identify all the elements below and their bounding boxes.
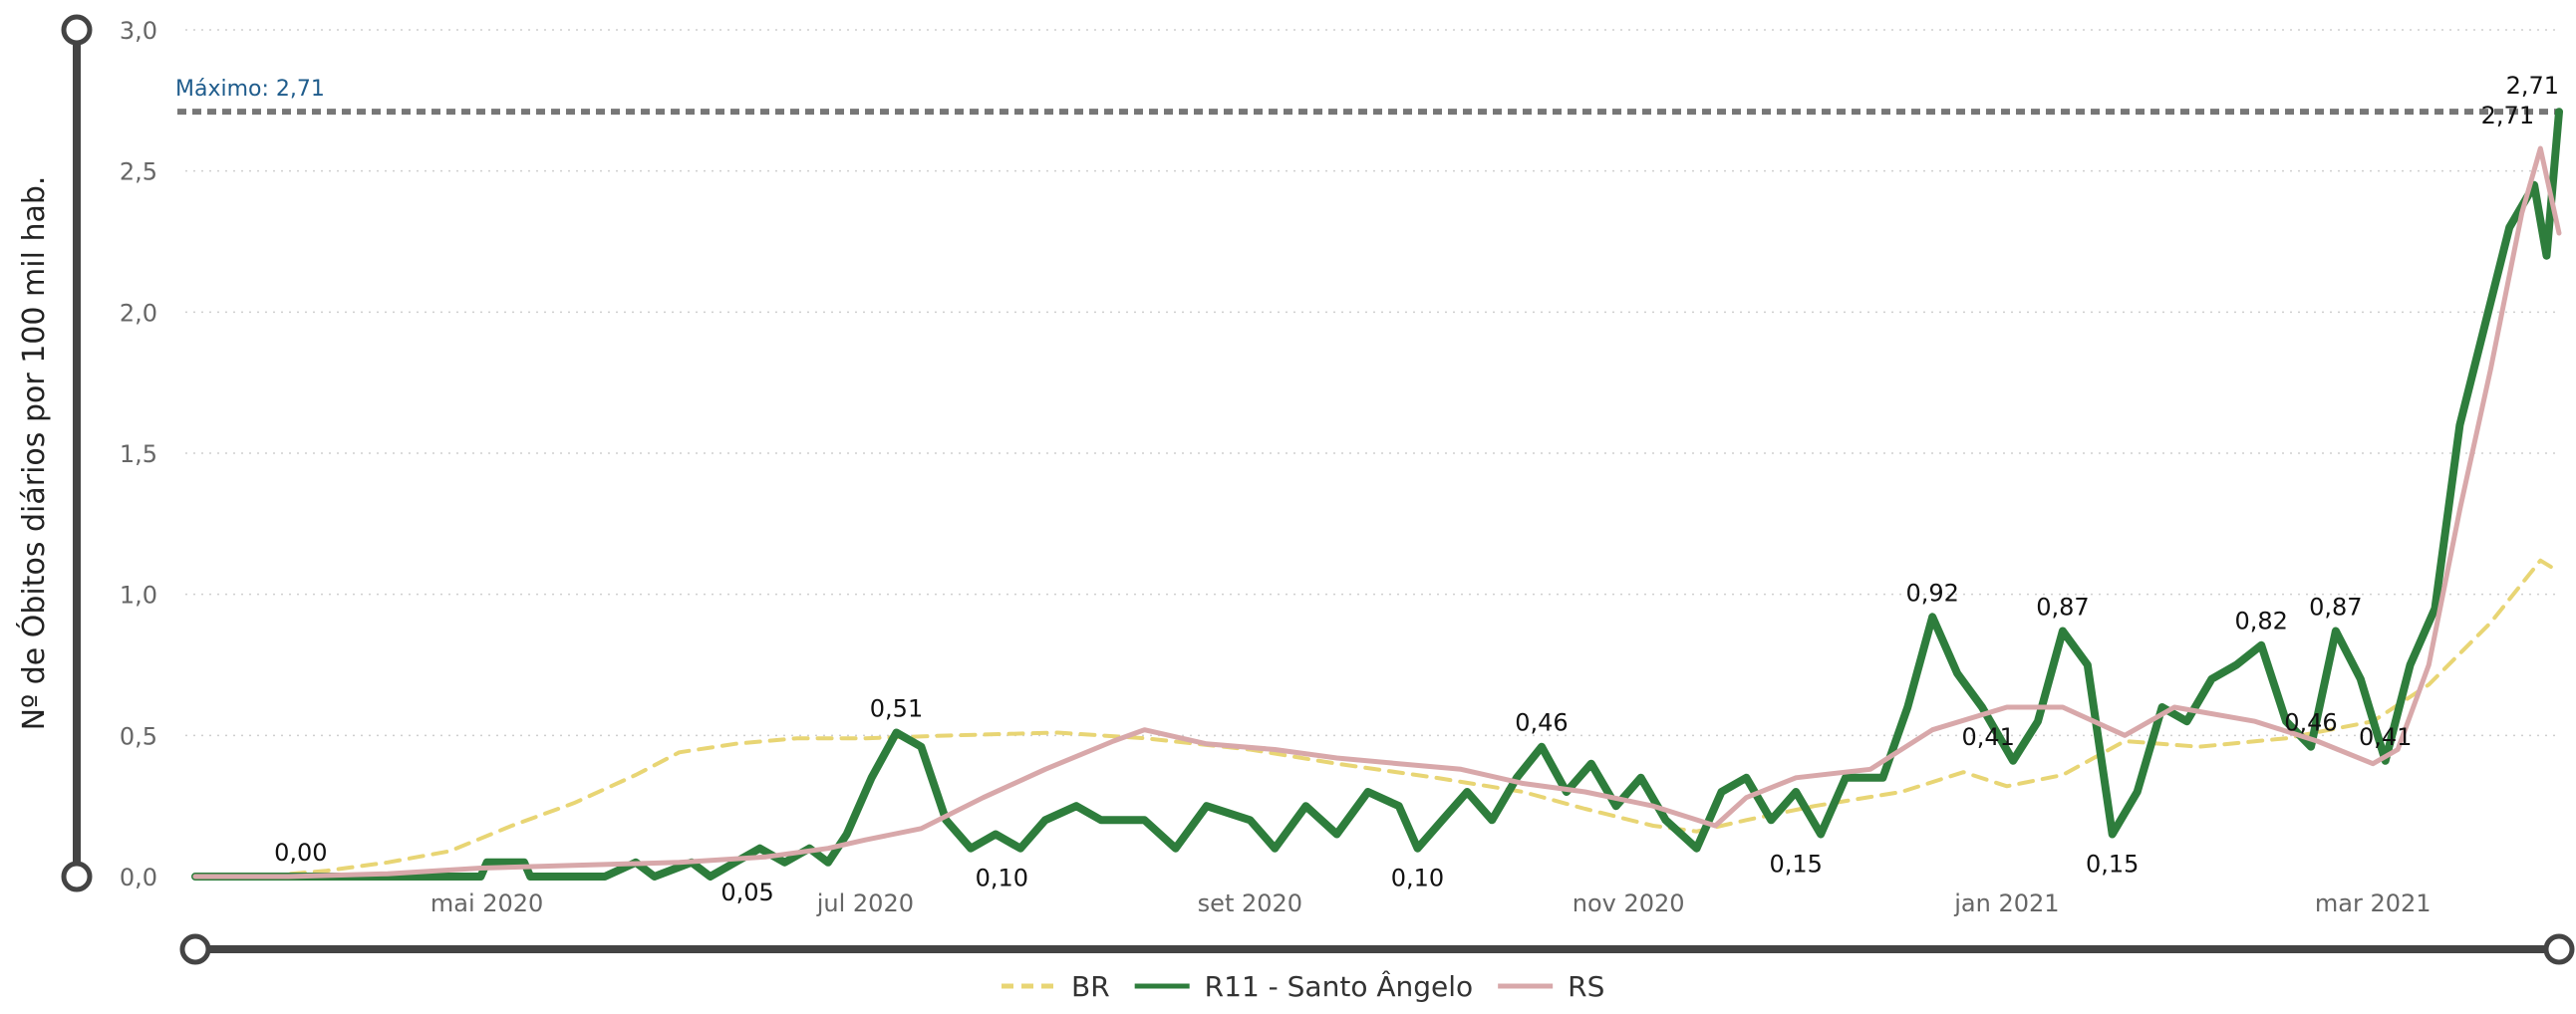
series-lines <box>191 108 2563 881</box>
data-label: 0,82 <box>2234 608 2287 635</box>
y-axis-ticks: 0,0 0,5 1,0 1,5 2,0 2,5 3,0 <box>120 17 157 891</box>
y-tick-label: 2,0 <box>120 299 157 327</box>
y-tick-label: 0,5 <box>120 722 157 750</box>
y-tick-label: 1,5 <box>120 440 157 468</box>
data-label: 0,92 <box>1905 579 1958 607</box>
data-label: 0,05 <box>720 879 773 906</box>
data-label: 2,71 <box>2481 102 2534 129</box>
data-label: 0,46 <box>2284 709 2337 737</box>
legend: BR R11 - Santo Ângelo RS <box>1002 969 1604 1003</box>
x-tick-label: jan 2021 <box>1953 889 2059 917</box>
data-label: 0,46 <box>1515 709 1568 737</box>
data-label: 0,15 <box>2086 851 2139 879</box>
legend-item-label: R11 - Santo Ângelo <box>1205 969 1474 1003</box>
x-axis-slider-left-handle[interactable] <box>179 933 211 965</box>
legend-item-label: BR <box>1071 970 1110 1003</box>
data-label: 0,51 <box>870 695 923 723</box>
series-line-1 <box>193 558 2561 879</box>
data-label: 0,87 <box>2036 594 2089 622</box>
legend-item-label: RS <box>1568 970 1604 1003</box>
y-grid <box>185 29 2559 737</box>
y-tick-label: 2,5 <box>120 158 157 186</box>
data-label: 0,87 <box>2309 594 2362 622</box>
data-label: 0,10 <box>1391 865 1444 892</box>
data-label: 0,41 <box>1962 723 2015 751</box>
series-line-2 <box>191 108 2563 881</box>
x-tick-label: mar 2021 <box>2315 889 2432 917</box>
data-label: 0,00 <box>274 839 327 867</box>
y-tick-label: 3,0 <box>120 17 157 45</box>
data-label: 0,15 <box>1770 851 1823 879</box>
data-label: 0,41 <box>2359 723 2412 751</box>
data-label: 2,71 <box>2506 72 2559 100</box>
y-tick-label: 1,0 <box>120 582 157 610</box>
max-reference-label: Máximo: 2,71 <box>175 77 325 102</box>
x-tick-label: set 2020 <box>1198 889 1302 917</box>
series-line-3 <box>192 145 2562 880</box>
x-tick-label: nov 2020 <box>1573 889 1685 917</box>
x-axis-ticks: mai 2020 jul 2020 set 2020 nov 2020 jan 2021… <box>430 889 2432 917</box>
y-axis-title: Nº de Óbitos diários por 100 mil hab. <box>15 176 52 731</box>
reference-line: Máximo: 2,71 <box>175 77 2559 116</box>
y-axis-slider-top-handle[interactable] <box>61 14 93 46</box>
x-tick-label: jul 2020 <box>816 889 914 917</box>
x-axis-slider-right-handle[interactable] <box>2543 933 2575 965</box>
x-tick-label: mai 2020 <box>430 889 543 917</box>
data-label: 0,10 <box>976 865 1028 892</box>
y-axis-slider-bottom-handle[interactable] <box>61 861 93 892</box>
data-labels: 0,00 0,05 0,51 0,10 0,10 0,46 0,15 0,92 0,41 0,87… <box>274 72 2559 906</box>
y-tick-label: 0,0 <box>120 864 157 891</box>
